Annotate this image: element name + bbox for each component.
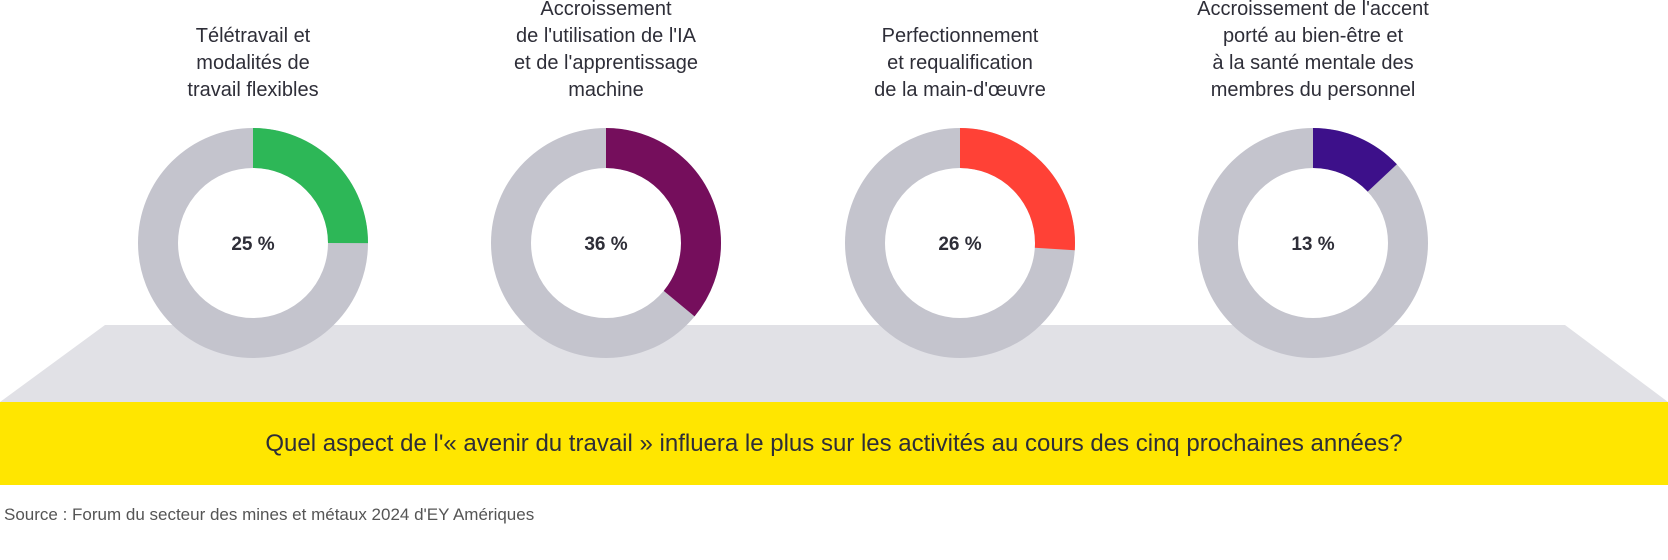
donut-title-line: et requalification bbox=[887, 52, 1033, 74]
value-label: 13 % bbox=[1291, 234, 1334, 255]
donut-title-line: modalités de bbox=[196, 52, 310, 74]
donut-title-line: membres du personnel bbox=[1210, 79, 1416, 101]
platform-top bbox=[0, 325, 1668, 402]
donut-4: 13 % bbox=[1198, 128, 1428, 358]
donut-title: Perfectionnement et requalification de la … bbox=[790, 23, 1130, 104]
question-band: Quel aspect de l'« avenir du travail » i… bbox=[0, 402, 1668, 485]
donut-title-line: machine bbox=[568, 79, 644, 101]
donut-3: 26 % bbox=[845, 128, 1075, 358]
donut-title-line: et de l'apprentissage bbox=[514, 52, 698, 74]
source-note: Source : Forum du secteur des mines et m… bbox=[4, 505, 535, 524]
donut-title-line: Perfectionnement bbox=[881, 25, 1039, 47]
donut-segment bbox=[845, 128, 1075, 358]
donut-title-line: à la santé mentale des bbox=[1212, 52, 1414, 74]
donut-title: Accroissement de l'utilisation de l'IA et … bbox=[436, 0, 776, 104]
donut-title-line: de la main-d'œuvre bbox=[874, 79, 1046, 101]
donut-title: Accroissement de l'accent porté au bien-ê… bbox=[1143, 0, 1483, 104]
donut-title: Télétravail et modalités de travail flexib… bbox=[83, 23, 423, 104]
donut-segment bbox=[138, 128, 368, 358]
value-label: 36 % bbox=[584, 234, 627, 255]
donut-title-line: travail flexibles bbox=[187, 79, 319, 101]
question-text: Quel aspect de l'« avenir du travail » i… bbox=[265, 429, 1403, 457]
donut-title-line: de l'utilisation de l'IA bbox=[516, 25, 696, 47]
donut-title-line: Télétravail et bbox=[195, 25, 311, 47]
donut-1: 25 % bbox=[138, 128, 368, 358]
donut-title-line: Accroissement de l'accent bbox=[1197, 0, 1429, 20]
donut-segment bbox=[1198, 128, 1428, 358]
donut-2: 36 % bbox=[491, 128, 721, 358]
donut-title-line: Accroissement bbox=[540, 0, 672, 20]
donut-title-line: porté au bien-être et bbox=[1222, 25, 1404, 47]
value-label: 26 % bbox=[938, 234, 981, 255]
donut-segment bbox=[491, 128, 721, 358]
value-label: 25 % bbox=[231, 234, 274, 255]
